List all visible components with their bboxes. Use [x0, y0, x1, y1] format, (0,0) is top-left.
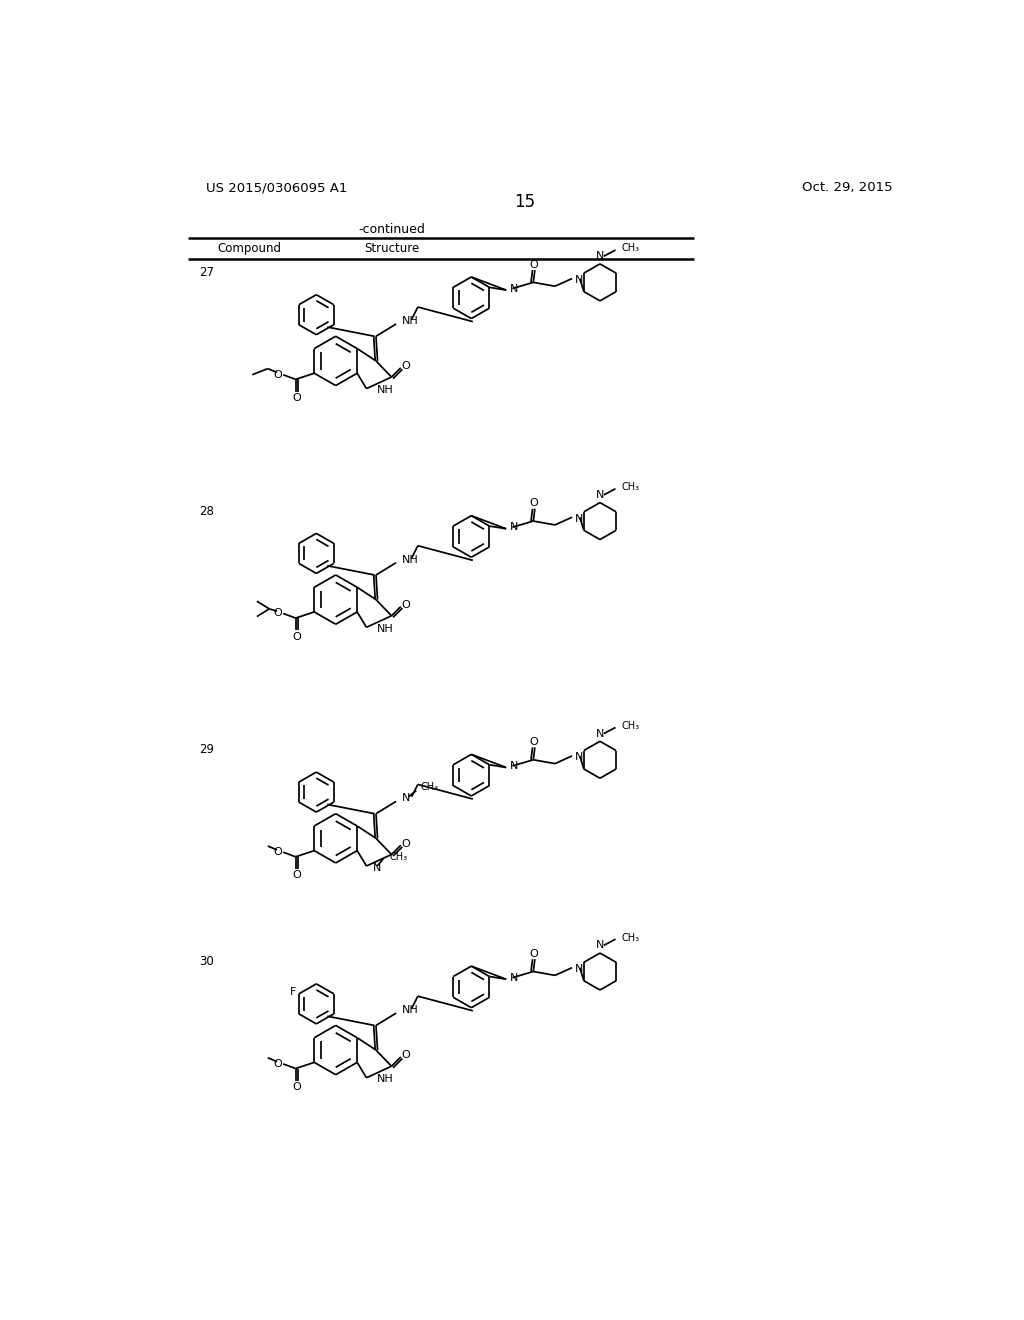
Text: O: O [401, 838, 410, 849]
Text: NH: NH [377, 1074, 394, 1084]
Text: CH₃: CH₃ [622, 482, 640, 492]
Text: 27: 27 [200, 265, 214, 279]
Text: O: O [401, 601, 410, 610]
Text: NH: NH [402, 315, 419, 326]
Text: US 2015/0306095 A1: US 2015/0306095 A1 [206, 181, 347, 194]
Text: -continued: -continued [358, 223, 425, 236]
Text: N: N [575, 752, 584, 763]
Text: Structure: Structure [364, 242, 419, 255]
Text: CH₃: CH₃ [622, 933, 640, 942]
Text: O: O [401, 362, 410, 371]
Text: O: O [529, 260, 539, 269]
Text: CH₃: CH₃ [421, 783, 439, 792]
Text: N: N [510, 760, 518, 771]
Text: O: O [292, 870, 301, 880]
Text: N: N [575, 964, 584, 974]
Text: NH: NH [402, 554, 419, 565]
Text: N: N [575, 275, 584, 285]
Text: O: O [401, 1051, 410, 1060]
Text: N: N [575, 513, 584, 524]
Text: 15: 15 [514, 193, 536, 210]
Text: NH: NH [377, 624, 394, 634]
Text: O: O [529, 499, 539, 508]
Text: NH: NH [402, 1005, 419, 1015]
Text: O: O [292, 631, 301, 642]
Text: N: N [596, 729, 604, 739]
Text: O: O [292, 1082, 301, 1092]
Text: O: O [292, 393, 301, 403]
Text: 28: 28 [200, 504, 214, 517]
Text: Oct. 29, 2015: Oct. 29, 2015 [802, 181, 893, 194]
Text: 29: 29 [200, 743, 214, 756]
Text: O: O [273, 1059, 283, 1069]
Text: N: N [596, 940, 604, 950]
Text: N: N [596, 490, 604, 500]
Text: O: O [529, 737, 539, 747]
Text: N: N [402, 793, 411, 804]
Text: O: O [273, 370, 283, 380]
Text: NH: NH [377, 385, 394, 395]
Text: Compound: Compound [217, 242, 282, 255]
Text: N: N [510, 523, 518, 532]
Text: O: O [273, 847, 283, 857]
Text: N: N [510, 284, 518, 293]
Text: CH₃: CH₃ [622, 721, 640, 731]
Text: CH₃: CH₃ [390, 851, 408, 862]
Text: N: N [596, 251, 604, 261]
Text: 30: 30 [200, 954, 214, 968]
Text: O: O [273, 609, 283, 619]
Text: CH₃: CH₃ [622, 243, 640, 253]
Text: N: N [373, 862, 381, 873]
Text: O: O [529, 949, 539, 958]
Text: N: N [510, 973, 518, 982]
Text: F: F [290, 987, 296, 998]
